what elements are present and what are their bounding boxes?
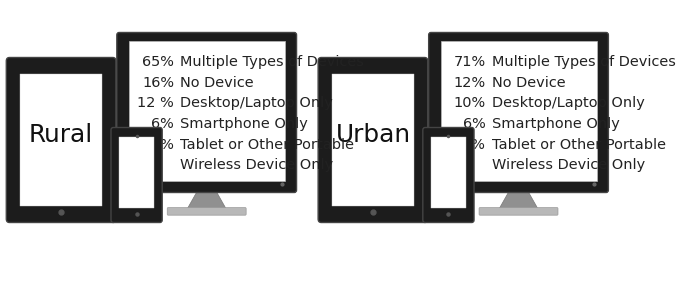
Polygon shape (187, 190, 226, 208)
Text: 65%: 65% (142, 55, 174, 69)
FancyBboxPatch shape (128, 41, 285, 181)
FancyBboxPatch shape (429, 32, 609, 192)
Text: 6%: 6% (151, 117, 174, 131)
Text: 12%: 12% (454, 76, 486, 90)
Text: Tablet or Other Portable: Tablet or Other Portable (180, 138, 354, 152)
Text: 71%: 71% (454, 55, 486, 69)
Text: Multiple Types of Devices: Multiple Types of Devices (492, 55, 676, 69)
Text: Desktop/Laptop Only: Desktop/Laptop Only (492, 96, 645, 111)
FancyBboxPatch shape (441, 41, 597, 181)
Text: No Device: No Device (492, 76, 566, 90)
FancyBboxPatch shape (119, 137, 154, 208)
Polygon shape (499, 190, 538, 208)
FancyBboxPatch shape (6, 58, 116, 222)
FancyBboxPatch shape (19, 74, 103, 206)
Text: 10%: 10% (454, 96, 486, 111)
Text: Smartphone Only: Smartphone Only (492, 117, 620, 131)
Text: Tablet or Other Portable: Tablet or Other Portable (492, 138, 666, 152)
Text: 16%: 16% (142, 76, 174, 90)
FancyBboxPatch shape (479, 208, 558, 215)
Text: Urban: Urban (335, 123, 411, 147)
Text: Wireless Device Only: Wireless Device Only (492, 158, 645, 172)
Text: No Device: No Device (180, 76, 254, 90)
Text: 6%: 6% (463, 117, 486, 131)
Text: Wireless Device Only: Wireless Device Only (180, 158, 333, 172)
Text: 1%: 1% (463, 138, 486, 152)
FancyBboxPatch shape (117, 32, 296, 192)
Text: Desktop/Laptop Only: Desktop/Laptop Only (180, 96, 333, 111)
FancyBboxPatch shape (111, 128, 162, 222)
FancyBboxPatch shape (332, 74, 414, 206)
FancyBboxPatch shape (318, 58, 428, 222)
FancyBboxPatch shape (167, 208, 246, 215)
Text: 1%: 1% (151, 138, 174, 152)
FancyBboxPatch shape (423, 128, 474, 222)
Text: Multiple Types of Devices: Multiple Types of Devices (180, 55, 364, 69)
FancyBboxPatch shape (431, 137, 466, 208)
Text: Smartphone Only: Smartphone Only (180, 117, 308, 131)
Text: 12 %: 12 % (137, 96, 174, 111)
Text: Rural: Rural (29, 123, 93, 147)
